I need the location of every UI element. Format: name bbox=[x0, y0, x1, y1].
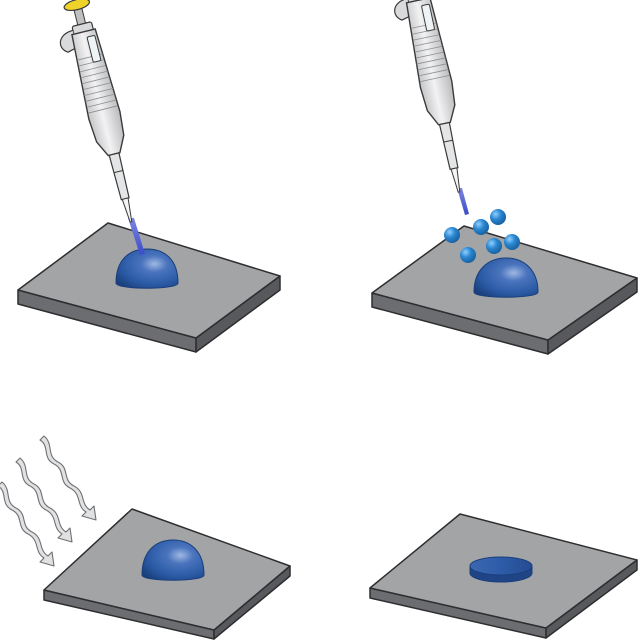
particle bbox=[460, 247, 476, 263]
pipette bbox=[50, 0, 148, 229]
particle bbox=[444, 227, 460, 243]
liquid-stream bbox=[128, 218, 145, 255]
panel-dried-film bbox=[369, 513, 638, 639]
pipette bbox=[385, 0, 476, 198]
airflow-arrows bbox=[0, 435, 97, 567]
airflow-arrow-icon bbox=[0, 481, 55, 567]
hemispherical-drop bbox=[473, 257, 539, 298]
particle bbox=[486, 238, 502, 254]
particle bbox=[490, 209, 506, 225]
particles bbox=[444, 209, 520, 263]
hemispherical-drop bbox=[141, 539, 205, 581]
liquid-stream bbox=[457, 188, 469, 215]
hemispherical-drop bbox=[115, 248, 179, 289]
panel-add-particles bbox=[371, 0, 638, 355]
flat-disc-film bbox=[469, 556, 533, 583]
particle bbox=[504, 234, 520, 250]
panel-deposit-drop bbox=[17, 0, 281, 353]
panel-evaporation bbox=[0, 435, 291, 640]
particle bbox=[473, 219, 489, 235]
